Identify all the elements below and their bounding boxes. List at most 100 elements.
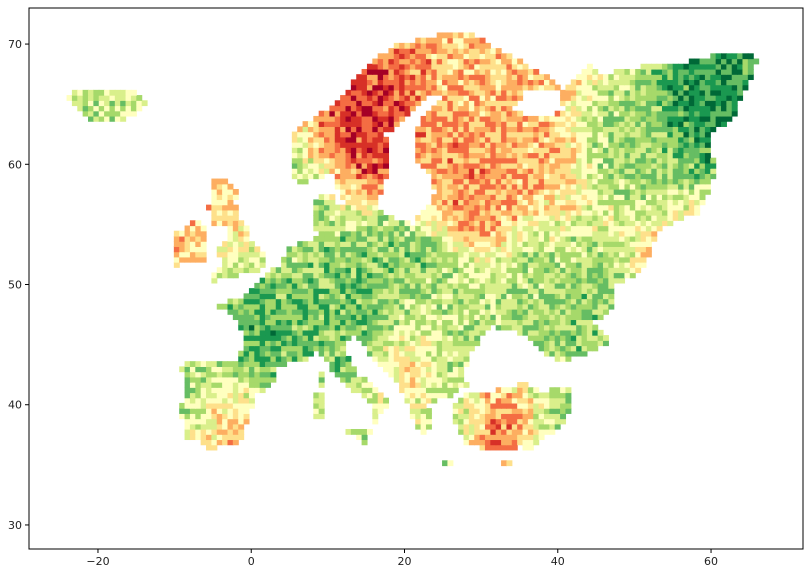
map-region-cell (366, 293, 373, 300)
map-region-cell (291, 168, 298, 174)
map-region-cell (458, 366, 465, 373)
map-region-cell (490, 220, 497, 227)
map-region-cell (565, 329, 572, 336)
map-region-cell (468, 115, 475, 122)
map-region-cell (442, 215, 449, 221)
map-region-cell (372, 298, 379, 305)
map-region-cell (683, 178, 690, 185)
map-region-cell (495, 235, 502, 242)
map-region-cell (699, 115, 706, 122)
map-region-cell (651, 95, 658, 101)
map-region-cell (592, 256, 599, 263)
map-region-cell (259, 262, 266, 268)
map-region-cell (613, 110, 620, 117)
map-region-cell (420, 288, 427, 294)
map-region-cell (447, 188, 454, 195)
map-region-cell (479, 183, 486, 190)
map-region-cell (490, 204, 497, 211)
map-region-cell (538, 277, 545, 284)
map-region-cell (613, 225, 620, 232)
map-region-cell (495, 230, 502, 237)
map-region-cell (694, 89, 701, 96)
map-region-cell (667, 152, 674, 159)
map-region-cell (377, 110, 384, 117)
map-region-cell (350, 235, 357, 242)
map-region-cell (399, 267, 406, 274)
map-region-cell (318, 246, 325, 253)
map-region-cell (597, 74, 604, 81)
map-region-cell (704, 68, 711, 75)
map-region-cell (490, 95, 497, 101)
map-region-cell (501, 215, 508, 221)
map-region-cell (393, 95, 400, 101)
map-region-cell (399, 256, 406, 263)
map-region-cell (619, 246, 626, 253)
map-region-cell (479, 162, 486, 169)
map-region-cell (629, 272, 636, 279)
map-region-cell (248, 355, 255, 362)
map-region-cell (699, 183, 706, 190)
map-region-cell (452, 262, 459, 268)
map-region-cell (393, 282, 400, 289)
map-region-cell (93, 100, 100, 107)
map-region-cell (356, 136, 363, 143)
map-region-cell (704, 142, 711, 148)
map-region-cell (431, 376, 438, 383)
map-region-cell (463, 329, 470, 336)
map-region-cell (425, 293, 432, 300)
map-region-cell (463, 105, 470, 112)
map-region-cell (334, 293, 341, 300)
map-region-cell (361, 215, 368, 221)
map-region-cell (608, 251, 615, 258)
map-region-cell (222, 199, 229, 206)
map-region-cell (431, 324, 438, 331)
map-region-cell (222, 303, 229, 310)
map-region-cell (179, 235, 186, 242)
map-region-cell (275, 303, 282, 310)
map-region-cell (340, 303, 347, 310)
map-region-cell (495, 308, 502, 315)
map-region-cell (490, 100, 497, 107)
map-region-cell (533, 173, 540, 180)
map-region-cell (549, 131, 556, 138)
map-region-cell (393, 105, 400, 112)
map-region-cell (629, 136, 636, 143)
map-region-cell (458, 382, 465, 388)
map-region-cell (554, 204, 561, 211)
map-region-cell (517, 235, 524, 242)
map-region-cell (554, 157, 561, 164)
map-region-cell (104, 95, 111, 101)
map-region-cell (501, 115, 508, 122)
map-region-cell (227, 298, 234, 305)
map-region-cell (704, 89, 711, 96)
map-region-cell (399, 100, 406, 107)
map-region-cell (576, 121, 583, 127)
map-region-cell (318, 162, 325, 169)
map-region-cell (667, 89, 674, 96)
map-region-cell (254, 382, 261, 388)
map-region-cell (425, 162, 432, 169)
map-region-cell (366, 241, 373, 247)
map-region-cell (479, 288, 486, 294)
map-region-cell (586, 110, 593, 117)
map-region-cell (549, 387, 556, 394)
map-region-cell (334, 152, 341, 159)
map-region-cell (313, 199, 320, 206)
map-region-cell (356, 162, 363, 169)
map-region-cell (635, 183, 642, 190)
map-region-cell (506, 121, 513, 127)
map-region-cell (463, 355, 470, 362)
map-region-cell (501, 460, 508, 467)
map-region-cell (672, 84, 679, 91)
map-region-cell (586, 335, 593, 341)
map-region-cell (420, 230, 427, 237)
map-region-cell (259, 251, 266, 258)
map-region-cell (511, 444, 518, 451)
map-region-cell (495, 413, 502, 420)
map-region-cell (619, 220, 626, 227)
map-region-cell (517, 397, 524, 404)
map-region-cell (543, 199, 550, 206)
map-region-cell (189, 387, 196, 394)
map-region-cell (420, 48, 427, 54)
map-region-cell (699, 126, 706, 133)
